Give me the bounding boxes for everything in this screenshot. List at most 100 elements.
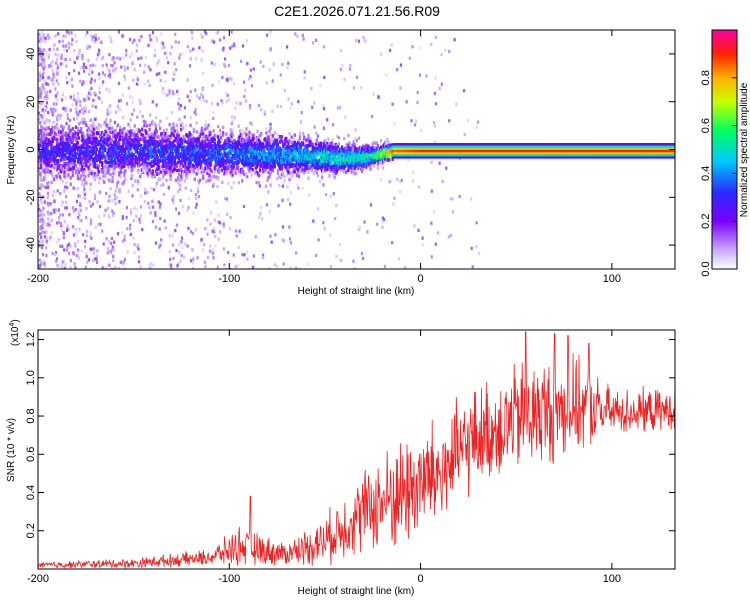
spectrogram-noise-cell — [98, 48, 101, 52]
spectrogram-noise-cell — [139, 101, 142, 105]
spectrogram-band-cell — [76, 148, 80, 152]
spectrogram-noise-cell — [100, 40, 103, 44]
spectrogram-noise-cell — [214, 244, 217, 248]
spectrogram-band-cell — [282, 171, 285, 176]
spectrogram-noise-cell — [122, 56, 125, 60]
spectrogram-band-cell — [118, 142, 121, 146]
spectrogram-band-cell — [189, 159, 192, 164]
spectrogram-noise-cell — [82, 233, 85, 237]
spectrogram-noise-cell — [65, 195, 68, 199]
spectrogram-band-cell — [123, 160, 126, 165]
spectrogram-noise-cell — [155, 103, 158, 107]
spectrogram-band-cell — [186, 156, 189, 161]
spectrogram-noise-cell — [62, 236, 65, 240]
spectrogram-band-cell — [60, 130, 63, 135]
spectrogram-noise-cell — [156, 60, 160, 65]
spectrogram-noise-cell — [124, 77, 127, 81]
spectrogram-noise-cell — [171, 90, 174, 94]
spectrogram-noise-cell — [118, 190, 121, 194]
spectrogram-band-cell — [76, 176, 80, 181]
spectrogram-noise-cell — [294, 32, 297, 36]
spectrogram-band-cell — [191, 133, 194, 138]
spectrogram-noise-cell — [56, 240, 59, 244]
spectrogram-noise-cell — [143, 82, 146, 86]
spectrogram-noise-cell — [43, 164, 46, 168]
spectrogram-band-cell — [148, 165, 151, 169]
spectrogram-noise-cell — [82, 80, 85, 84]
spectrogram-noise-cell — [160, 238, 163, 242]
spectrogram-band-cell — [113, 153, 116, 157]
spectrogram-noise-cell — [236, 264, 239, 268]
spectrogram-noise-cell — [98, 72, 101, 76]
spectrogram-band-cell — [222, 131, 225, 135]
spectrogram-band-cell — [112, 161, 115, 165]
spectrogram-band-cell — [126, 157, 129, 161]
spectrogram-noise-cell — [315, 131, 318, 135]
spectrogram-noise-cell — [69, 132, 72, 136]
spectrogram-band-cell — [49, 153, 52, 157]
spectrogram-noise-cell — [39, 217, 42, 221]
spectrogram-noise-cell — [162, 45, 166, 49]
spectrogram-band-cell — [39, 143, 42, 147]
spectrogram-noise-cell — [44, 264, 47, 268]
spectrogram-band-cell — [185, 153, 188, 157]
spectrogram-noise-cell — [266, 178, 269, 182]
spectrogram-band-cell — [119, 125, 122, 130]
spectrogram-band-cell — [94, 144, 97, 149]
spectrogram-noise-cell — [259, 211, 262, 216]
spectrogram-band-cell — [84, 141, 87, 146]
spectrogram-noise-cell — [39, 50, 42, 54]
spectrogram-noise-cell — [172, 77, 175, 81]
spectrogram-band-cell — [151, 172, 154, 176]
spectrogram-noise-cell — [60, 263, 64, 267]
spectrogram-band-cell — [163, 164, 166, 169]
spectrogram-band-cell — [100, 137, 103, 142]
spectrogram-noise-cell — [108, 251, 111, 255]
spectrogram-band-cell — [85, 163, 88, 167]
spectrogram-band-cell — [228, 142, 231, 146]
spectrogram-band-cell — [225, 152, 228, 157]
spectrogram-band-cell — [123, 164, 126, 169]
spectrogram-band-cell — [104, 157, 107, 162]
spectrogram-noise-cell — [316, 207, 320, 211]
spectrogram-noise-cell — [112, 211, 115, 215]
spectrogram-band-cell — [126, 162, 129, 166]
spectrogram-noise-cell — [93, 79, 96, 83]
spectrogram-noise-cell — [169, 257, 172, 261]
spectrogram-band-cell — [133, 141, 136, 145]
spectrogram-band-cell — [267, 158, 270, 162]
spectrogram-noise-cell — [123, 238, 126, 242]
spectrogram-band-cell — [182, 164, 185, 168]
spectrogram-band-cell — [72, 146, 75, 151]
spectrogram-noise-cell — [94, 257, 97, 261]
spectrogram-noise-cell — [79, 139, 82, 143]
spectrogram-noise-cell — [64, 76, 68, 80]
spectrogram-noise-cell — [248, 104, 251, 108]
spectrogram-noise-cell — [61, 260, 64, 264]
spectrogram-noise-cell — [42, 206, 45, 210]
spectrogram-noise-cell — [89, 64, 92, 68]
spectrogram-noise-cell — [238, 173, 241, 177]
spectrogram-band-cell — [142, 170, 145, 174]
spectrogram-noise-cell — [55, 97, 58, 101]
spectrogram-band-cell — [161, 142, 164, 146]
spectrogram-band-cell — [55, 122, 59, 127]
spectrogram-noise-cell — [154, 225, 157, 229]
spectrogram-band-cell — [260, 164, 263, 168]
spectrogram-band-cell — [251, 139, 254, 143]
spectrogram-band-cell — [40, 137, 43, 141]
spectrogram-band-cell — [175, 164, 178, 168]
spectrogram-noise-cell — [137, 243, 140, 247]
spectrogram-noise-cell — [199, 97, 202, 101]
spectrogram-band-cell — [93, 142, 96, 147]
spectrogram-noise-cell — [140, 56, 143, 60]
spectrogram-noise-cell — [163, 219, 166, 223]
spectrogram-noise-cell — [448, 49, 451, 53]
spectrogram-band-cell — [110, 138, 113, 142]
spectrogram-band-cell — [239, 129, 242, 133]
spectrogram-noise-cell — [128, 55, 132, 59]
spectrogram-noise-cell — [94, 105, 97, 109]
spectrogram-noise-cell — [273, 263, 276, 267]
spectrogram-noise-cell — [59, 113, 63, 117]
spectrogram-band-cell — [201, 141, 204, 146]
